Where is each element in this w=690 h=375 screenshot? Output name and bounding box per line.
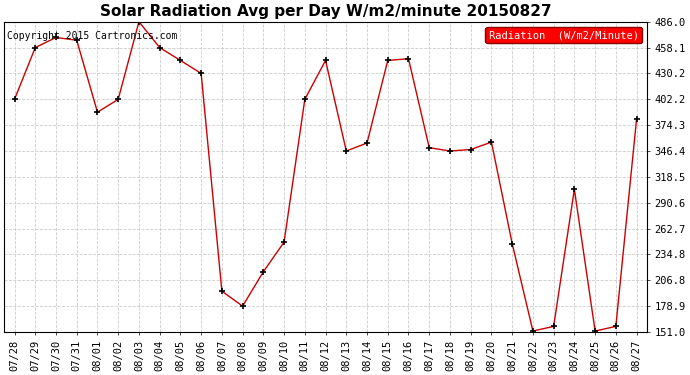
Legend: Radiation  (W/m2/Minute): Radiation (W/m2/Minute) — [486, 27, 642, 43]
Text: Copyright 2015 Cartronics.com: Copyright 2015 Cartronics.com — [8, 31, 178, 41]
Title: Solar Radiation Avg per Day W/m2/minute 20150827: Solar Radiation Avg per Day W/m2/minute … — [100, 4, 551, 19]
